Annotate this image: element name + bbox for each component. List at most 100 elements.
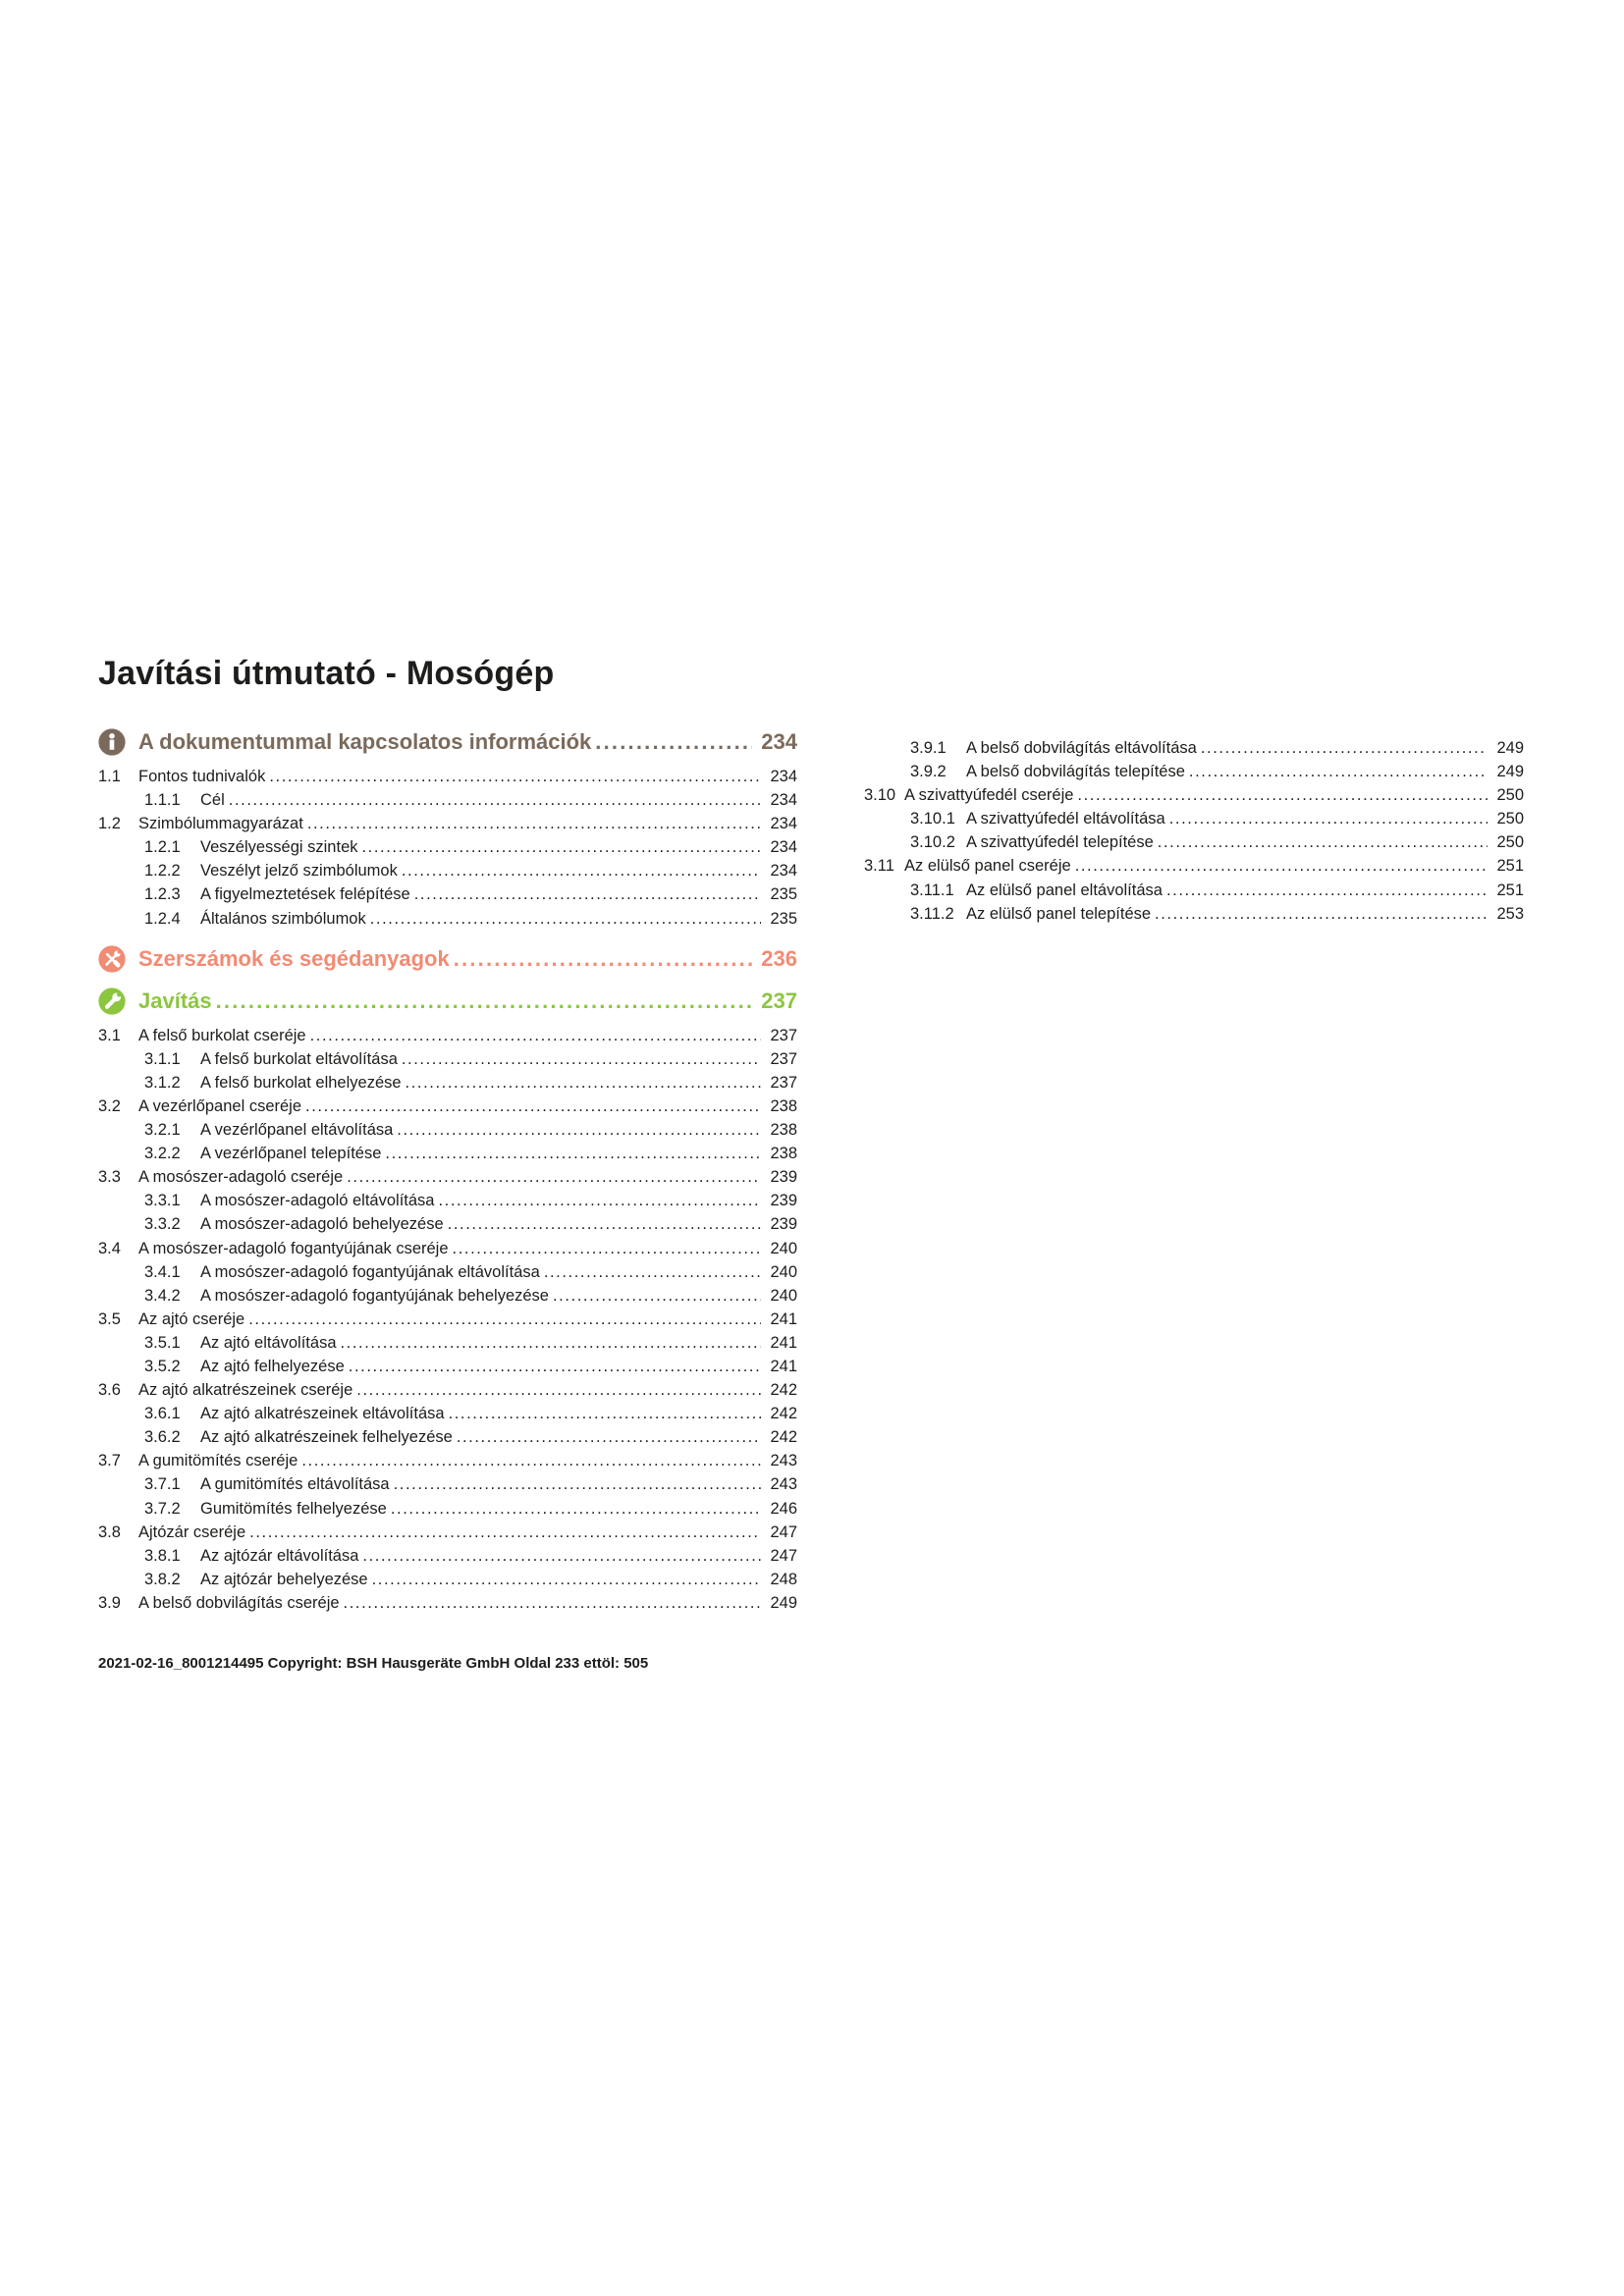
toc-entry[interactable]: 3.4 A mosószer-adagoló fogantyújának cser… [98, 1237, 797, 1260]
toc-entry[interactable]: 3.2.2 A vezérlőpanel telepítése 238 [98, 1142, 797, 1165]
toc-entry[interactable]: 3.11 Az elülső panel cseréje 251 [864, 854, 1524, 878]
dot-leader [595, 728, 752, 756]
toc-entry[interactable]: 3.2.1 A vezérlőpanel eltávolítása 238 [98, 1118, 797, 1142]
entry-number: 3.10.1 [910, 810, 955, 828]
page-number: 236 [761, 945, 797, 971]
toc-entry[interactable]: 3.7.1 A gumitömítés eltávolítása 243 [98, 1472, 797, 1496]
toc-section-document-info[interactable]: A dokumentummal kapcsolatos információk 2… [98, 728, 797, 756]
toc-section-tools-materials[interactable]: Szerszámok és segédanyagok 236 [98, 945, 797, 973]
toc-entry[interactable]: 1.1.1 Cél 234 [98, 788, 797, 812]
dot-leader [344, 1591, 762, 1615]
entry-number: 3.11.2 [910, 904, 954, 923]
page-number: 234 [770, 768, 797, 785]
toc-entry[interactable]: 3.9 A belső dobvilágítás cseréje 249 [98, 1591, 797, 1615]
toc-entry[interactable]: 3.4.2 A mosószer-adagoló fogantyújának be… [98, 1284, 797, 1308]
toc-entry[interactable]: 1.2.3 A figyelmeztetések felépítése 235 [98, 882, 797, 906]
entry-title: Fontos tudnivalók [138, 768, 266, 785]
toc-entry[interactable]: 3.3 A mosószer-adagoló cseréje 239 [98, 1165, 797, 1189]
toc-entry[interactable]: 1.2.4 Általános szimbólumok 235 [98, 907, 797, 931]
dot-leader [402, 859, 762, 882]
toc-entry[interactable]: 3.10.1 A szivattyúfedél eltávolítása 250 [864, 807, 1524, 830]
toc-entry[interactable]: 1.2 Szimbólummagyarázat 234 [98, 812, 797, 835]
page-number: 249 [1496, 763, 1524, 781]
page-number: 242 [770, 1428, 797, 1447]
toc-entry[interactable]: 3.4.1 A mosószer-adagoló fogantyújának el… [98, 1260, 797, 1284]
toc-entry[interactable]: 3.1 A felső burkolat cseréje 237 [98, 1024, 797, 1047]
toc-entry[interactable]: 3.1.2 A felső burkolat elhelyezése 237 [98, 1071, 797, 1095]
entry-number: 3.4.1 [144, 1262, 181, 1281]
entry-number: 3.8.2 [144, 1570, 181, 1588]
dot-leader [448, 1212, 762, 1236]
toc-entry[interactable]: 3.6 Az ajtó alkatrészeinek cseréje 242 [98, 1378, 797, 1402]
entry-number: 3.6.2 [144, 1428, 181, 1447]
wrench-icon [98, 988, 126, 1015]
page-number: 247 [770, 1522, 797, 1541]
entry-number: 3.10 [864, 786, 896, 805]
entry-number: 3.11 [864, 857, 894, 876]
dot-leader [362, 1544, 761, 1568]
toc-entry[interactable]: 3.9.2 A belső dobvilágítás telepítése 249 [864, 760, 1524, 783]
tools-icon [98, 945, 126, 973]
entry-title: Az ajtó alkatrészeinek eltávolítása [200, 1405, 445, 1423]
entry-title: A vezérlőpanel eltávolítása [200, 1121, 394, 1140]
toc-entry[interactable]: 3.3.2 A mosószer-adagoló behelyezése 239 [98, 1212, 797, 1236]
page-number: 234 [770, 791, 797, 810]
page-number: 251 [1496, 857, 1524, 876]
toc-entry[interactable]: 3.2 A vezérlőpanel cseréje 238 [98, 1095, 797, 1118]
dot-leader [1075, 854, 1489, 878]
page-number: 237 [770, 1049, 797, 1068]
dot-leader [454, 945, 753, 973]
toc-entry[interactable]: 3.10.2 A szivattyúfedél telepítése 250 [864, 830, 1524, 854]
page-number: 250 [1496, 810, 1524, 828]
dot-leader [1077, 783, 1488, 807]
toc-entry[interactable]: 3.1.1 A felső burkolat eltávolítása 237 [98, 1047, 797, 1071]
entry-title: A mosószer-adagoló cseréje [138, 1168, 344, 1187]
page-number: 238 [770, 1096, 797, 1115]
toc-section-repair[interactable]: Javítás 237 [98, 988, 797, 1015]
toc-entry[interactable]: 1.1 Fontos tudnivalók 234 [98, 765, 797, 788]
toc-entry[interactable]: 3.6.2 Az ajtó alkatrészeinek felhelyezése… [98, 1425, 797, 1449]
toc-entry[interactable]: 3.11.1 Az elülső panel eltávolítása 251 [864, 879, 1524, 902]
toc-entry[interactable]: 3.9.1 A belső dobvilágítás eltávolítása 24… [864, 736, 1524, 760]
page-number: 234 [770, 862, 797, 881]
entry-number: 1.1.1 [144, 791, 181, 810]
toc-entry[interactable]: 3.7 A gumitömítés cseréje 243 [98, 1449, 797, 1472]
toc-left-column: A dokumentummal kapcsolatos információk 2… [98, 728, 797, 1615]
toc-entry[interactable]: 3.6.1 Az ajtó alkatrészeinek eltávolítása… [98, 1402, 797, 1425]
page-number: 239 [770, 1192, 797, 1210]
toc-entry[interactable]: 1.2.2 Veszélyt jelző szimbólumok 234 [98, 859, 797, 882]
dot-leader [362, 835, 762, 859]
entry-number: 3.4 [98, 1239, 121, 1257]
toc-entry[interactable]: 3.5 Az ajtó cseréje 241 [98, 1308, 797, 1331]
entry-title: A mosószer-adagoló eltávolítása [200, 1192, 435, 1210]
dot-leader [301, 1449, 761, 1472]
section-title: Javítás [138, 988, 212, 1013]
entry-title: A felső burkolat cseréje [138, 1026, 306, 1044]
entry-title: Veszélyt jelző szimbólumok [200, 862, 398, 881]
toc-entry[interactable]: 3.5.1 Az ajtó eltávolítása 241 [98, 1331, 797, 1355]
toc-entry[interactable]: 3.5.2 Az ajtó felhelyezése 241 [98, 1355, 797, 1378]
entry-title: A felső burkolat elhelyezése [200, 1073, 402, 1092]
toc-entry[interactable]: 3.8.1 Az ajtózár eltávolítása 247 [98, 1544, 797, 1568]
dot-leader [449, 1402, 762, 1425]
entry-number: 3.9.2 [910, 763, 947, 781]
dot-leader [414, 882, 762, 906]
entry-title: A mosószer-adagoló fogantyújának eltávol… [200, 1262, 540, 1281]
toc-entry[interactable]: 3.8 Ajtózár cseréje 247 [98, 1521, 797, 1544]
entry-number: 1.2.2 [144, 862, 181, 881]
entry-number: 3.11.1 [910, 881, 954, 899]
dot-leader [457, 1425, 762, 1449]
entry-title: A mosószer-adagoló fogantyújának cseréje [138, 1239, 449, 1257]
toc-entry[interactable]: 3.7.2 Gumitömítés felhelyezése 246 [98, 1497, 797, 1521]
page-number: 241 [770, 1333, 797, 1352]
toc-entry[interactable]: 1.2.1 Veszélyességi szintek 234 [98, 835, 797, 859]
entry-number: 3.3.2 [144, 1215, 181, 1234]
dot-leader [370, 907, 762, 931]
toc-entry[interactable]: 3.8.2 Az ajtózár behelyezése 248 [98, 1568, 797, 1591]
page-number: 235 [770, 885, 797, 904]
toc-entry[interactable]: 3.10 A szivattyúfedél cseréje 250 [864, 783, 1524, 807]
info-icon [98, 728, 126, 756]
footer-line: 2021-02-16_8001214495 Copyright: BSH Hau… [98, 1655, 649, 1672]
toc-entry[interactable]: 3.3.1 A mosószer-adagoló eltávolítása 239 [98, 1189, 797, 1212]
toc-entry[interactable]: 3.11.2 Az elülső panel telepítése 253 [864, 902, 1524, 926]
